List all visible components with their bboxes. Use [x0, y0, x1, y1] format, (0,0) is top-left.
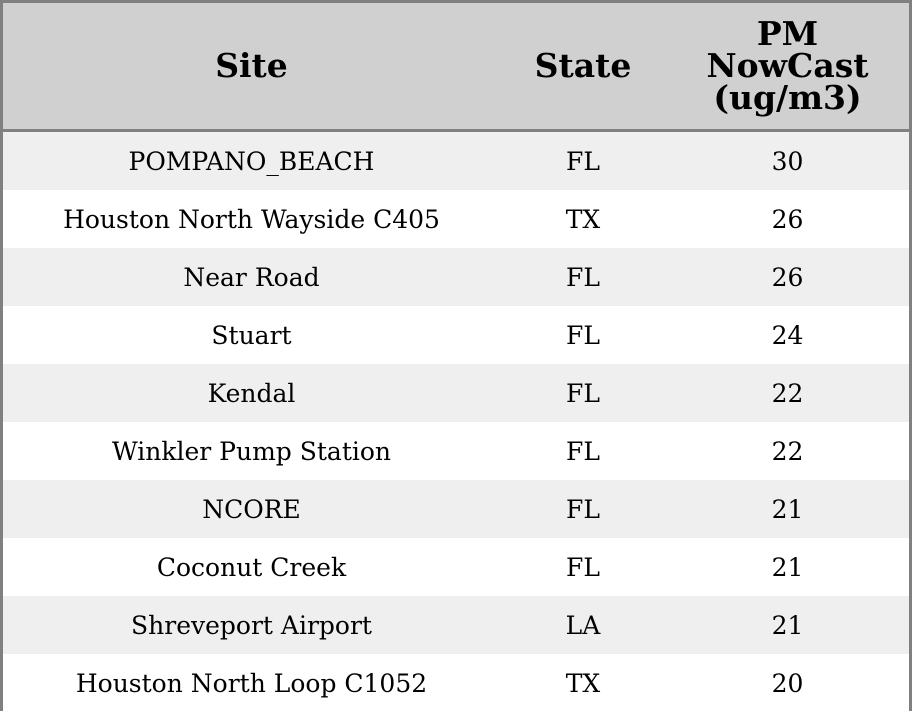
table-cell: 22: [666, 422, 909, 480]
table-cell: 26: [666, 190, 909, 248]
table-cell: Houston North Wayside C405: [3, 190, 500, 248]
table-cell: 24: [666, 306, 909, 364]
table-row: Kendal FL 22: [3, 364, 909, 422]
table-cell: FL: [500, 538, 666, 596]
table-row: Shreveport Airport LA 21: [3, 596, 909, 654]
table-row: Near Road FL 26: [3, 248, 909, 306]
table-cell: Houston North Loop C1052: [3, 654, 500, 712]
table-cell: 20: [666, 654, 909, 712]
data-table: Site State PM NowCast (ug/m3) POMPANO_BE…: [3, 3, 909, 712]
header-row: Site State PM NowCast (ug/m3): [3, 3, 909, 132]
table-cell: FL: [500, 480, 666, 538]
table-cell: TX: [500, 190, 666, 248]
table-cell: FL: [500, 364, 666, 422]
table-cell: NCORE: [3, 480, 500, 538]
table-cell: 30: [666, 130, 909, 190]
table-cell: Coconut Creek: [3, 538, 500, 596]
table-cell: FL: [500, 248, 666, 306]
table-cell: FL: [500, 422, 666, 480]
table-row: POMPANO_BEACH FL 30: [3, 130, 909, 190]
table-row: Houston North Wayside C405 TX 26: [3, 190, 909, 248]
table-cell: Near Road: [3, 248, 500, 306]
table-cell: 22: [666, 364, 909, 422]
table-cell: FL: [500, 306, 666, 364]
table-cell: 21: [666, 538, 909, 596]
table-cell: FL: [500, 130, 666, 190]
table-cell: Kendal: [3, 364, 500, 422]
table-cell: 26: [666, 248, 909, 306]
table-row: NCORE FL 21: [3, 480, 909, 538]
table-row: Houston North Loop C1052 TX 20: [3, 654, 909, 712]
table-cell: Shreveport Airport: [3, 596, 500, 654]
table-row: Winkler Pump Station FL 22: [3, 422, 909, 480]
table-cell: TX: [500, 654, 666, 712]
table-cell: 21: [666, 480, 909, 538]
header-cell: State: [500, 3, 666, 132]
table-cell: POMPANO_BEACH: [3, 130, 500, 190]
table-cell: Winkler Pump Station: [3, 422, 500, 480]
table-row: Coconut Creek FL 21: [3, 538, 909, 596]
table-row: Stuart FL 24: [3, 306, 909, 364]
table-cell: LA: [500, 596, 666, 654]
table-cell: 21: [666, 596, 909, 654]
table-cell: Stuart: [3, 306, 500, 364]
header-cell: Site: [3, 3, 500, 132]
header-cell: PM NowCast (ug/m3): [666, 3, 909, 132]
